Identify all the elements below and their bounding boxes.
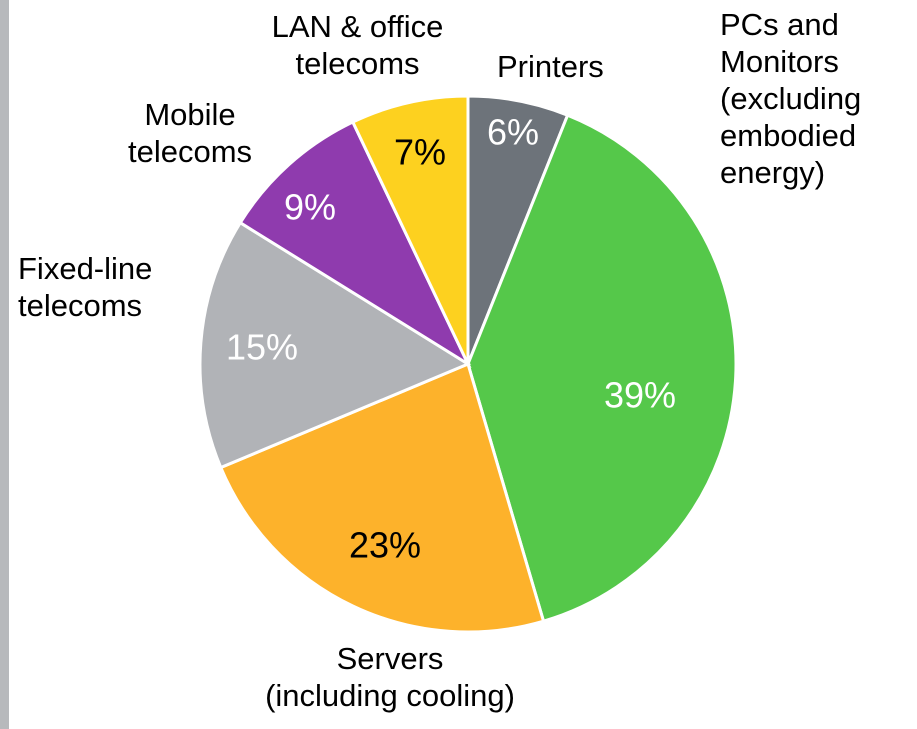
category-label: LAN & office telecoms <box>271 9 444 81</box>
pie-slice <box>350 94 470 365</box>
pie-slice <box>198 220 472 470</box>
value-label: 9% <box>284 187 336 228</box>
pie-slice <box>466 113 738 624</box>
value-label: 7% <box>394 132 446 173</box>
value-label: 15% <box>226 327 298 368</box>
category-label: Printers <box>497 49 604 84</box>
pie-slice <box>218 361 546 634</box>
category-label: Mobile telecoms <box>127 97 253 169</box>
pie-slice <box>238 120 472 368</box>
value-label: 23% <box>349 525 421 566</box>
value-label: 39% <box>604 375 676 416</box>
value-label: 6% <box>487 112 539 153</box>
category-label: PCs and Monitors (excluding embodied ene… <box>720 7 862 190</box>
category-label: Servers (including cooling) <box>265 641 515 713</box>
side-bar <box>0 0 9 729</box>
category-label: Fixed-line telecoms <box>18 251 153 323</box>
